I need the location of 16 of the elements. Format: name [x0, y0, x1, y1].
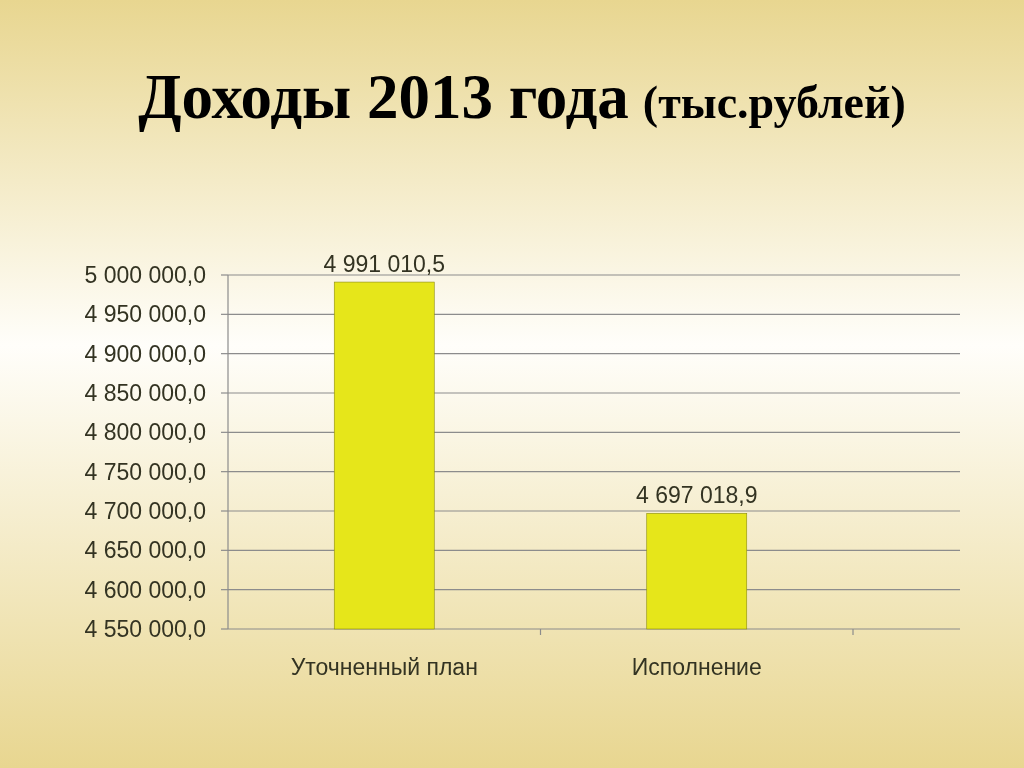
data-label: 4 697 018,9: [635, 482, 758, 509]
y-tick-label: 4 900 000,0: [84, 340, 206, 367]
y-tick-label: 4 800 000,0: [84, 419, 206, 446]
chart-title: Доходы 2013 года: [138, 62, 629, 132]
y-tick-label: 4 600 000,0: [84, 576, 206, 603]
y-tick-label: 4 650 000,0: [84, 537, 206, 564]
y-tick-label: 4 700 000,0: [84, 498, 206, 525]
chart-subtitle: (тыс.рублей): [642, 77, 906, 128]
y-tick-label: 4 750 000,0: [84, 458, 206, 485]
y-tick-label: 5 000 000,0: [84, 262, 206, 289]
y-tick-label: 4 550 000,0: [84, 616, 206, 643]
x-tick-label: Исполнение: [631, 654, 762, 680]
x-tick-label: Уточненный план: [290, 654, 478, 680]
y-tick-label: 4 850 000,0: [84, 380, 206, 407]
data-label: 4 991 010,5: [323, 251, 446, 278]
y-tick-label: 4 950 000,0: [84, 301, 206, 328]
